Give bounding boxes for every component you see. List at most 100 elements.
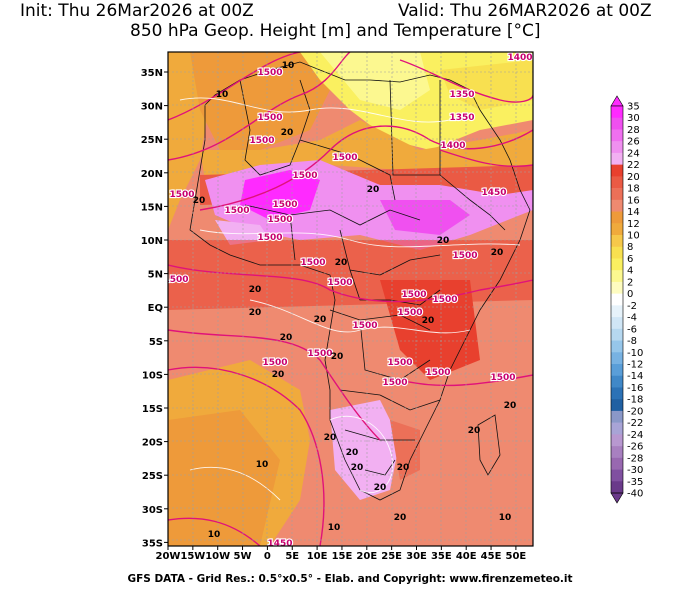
lat-tick-label: 35N <box>141 68 163 79</box>
colorbar-tick-label: -40 <box>627 489 643 500</box>
lat-tick-label: 15S <box>142 404 163 415</box>
colorbar-swatch <box>611 211 623 224</box>
colorbar-swatch <box>611 387 623 400</box>
colorbar-tick-label: 26 <box>627 137 640 148</box>
colorbar-swatch <box>611 293 623 306</box>
colorbar-swatch <box>611 106 623 119</box>
isotherm-label: 20 <box>397 463 410 473</box>
height-contour-label: 1500 <box>382 378 407 388</box>
isotherm-label: 20 <box>437 236 450 246</box>
lon-tick-label: 5E <box>285 551 299 562</box>
colorbar-swatch <box>611 399 623 412</box>
init-time-label: Init: Thu 26Mar2026 at 00Z <box>20 1 254 21</box>
colorbar-swatch <box>611 469 623 482</box>
height-contour-label: 1500 <box>169 190 194 200</box>
isotherm-label: 20 <box>280 333 293 343</box>
lon-tick-label: 20E <box>356 551 377 562</box>
lat-tick-label: 10S <box>142 370 163 381</box>
product-label: 850 hPa Geop. Height [m] and Temperature… <box>130 21 541 41</box>
lon-tick-label: 40E <box>456 551 477 562</box>
lat-tick-label: EQ <box>148 303 163 314</box>
isotherm-label: 10 <box>216 90 229 100</box>
longitude-axis: 20W 15W 10W 5W 0 5E 10E 15E 20E 25E 30E 35E 40E 45E 50… <box>156 546 527 562</box>
colorbar-tick-label: -26 <box>627 442 643 453</box>
isotherm-label: 20 <box>331 352 344 362</box>
height-contour-label: 1500 <box>249 136 274 146</box>
height-contour-label: 1500 <box>397 308 422 318</box>
colorbar-tick-label: 18 <box>627 184 640 195</box>
isotherm-label: 20 <box>351 463 364 473</box>
colorbar-swatch <box>611 152 623 165</box>
colorbar-swatch <box>611 422 623 435</box>
height-contour-label: 1400 <box>440 141 465 151</box>
height-contour-label: 1500 <box>300 258 325 268</box>
height-contour-label: 1500 <box>262 358 287 368</box>
colorbar-swatch <box>611 176 623 189</box>
isotherm-label: 20 <box>422 316 435 326</box>
lon-tick-label: 0 <box>264 551 271 562</box>
latitude-axis: 35N 30N 25N 20N 15N 10N 5N EQ 5S 10S 15S 20S 25S 30S 3… <box>141 68 168 549</box>
colorbar-tick-label: 30 <box>627 113 640 124</box>
colorbar-tick-label: -2 <box>627 301 637 312</box>
temperature-colorbar: 35302826242220181614121086420-2-4-6-8-10… <box>610 95 643 504</box>
colorbar-tick-label: -14 <box>627 371 643 382</box>
height-contour-label: 1500 <box>327 278 352 288</box>
graticule <box>168 52 533 546</box>
colorbar-tick-label: -28 <box>627 453 643 464</box>
colorbar-swatch <box>611 364 623 377</box>
geopotential-contours <box>168 52 533 546</box>
height-contour-label: 1500 <box>401 290 426 300</box>
isotherm-label: 20 <box>281 128 294 138</box>
colorbar-tick-label: -30 <box>627 465 643 476</box>
lat-tick-label: 30S <box>142 505 163 516</box>
lon-tick-label: 20W <box>156 551 181 562</box>
isotherm-label: 20 <box>394 513 407 523</box>
map-frame <box>167 51 534 547</box>
colorbar-tick-label: 10 <box>627 231 640 242</box>
height-contour-label: 1350 <box>449 90 474 100</box>
colorbar-swatch <box>611 270 623 283</box>
height-contour-label: 1500 <box>332 153 357 163</box>
height-contour-label: 1500 <box>425 368 450 378</box>
colorbar-swatch <box>611 328 623 341</box>
valid-time-label: Valid: Thu 26MAR2026 at 00Z <box>398 1 652 21</box>
colorbar-swatch <box>611 188 623 201</box>
height-contour-label: 1350 <box>449 113 474 123</box>
lat-tick-label: 30N <box>141 102 163 113</box>
colorbar-tick-label: 35 <box>627 102 640 113</box>
colorbar-tick-label: -8 <box>627 336 637 347</box>
height-contour-label: 1500 <box>490 373 515 383</box>
isotherm-label: 10 <box>499 513 512 523</box>
colorbar-max-arrow <box>610 95 624 107</box>
colorbar-swatch <box>611 305 623 318</box>
isotherm-label: 20 <box>314 315 327 325</box>
height-contour-label: 1500 <box>257 113 282 123</box>
height-contour-label: 1500 <box>257 68 282 78</box>
colorbar-swatch <box>611 199 623 212</box>
colorbar-tick-label: 14 <box>627 207 640 218</box>
height-contour-label: 1500 <box>352 321 377 331</box>
colorbar-tick-label: 16 <box>627 195 640 206</box>
isotherm-label: 20 <box>367 185 380 195</box>
colorbar-tick-label: 4 <box>627 266 633 277</box>
colorbar-tick-label: 8 <box>627 242 633 253</box>
height-contour-label: 1450 <box>481 188 506 198</box>
lon-tick-label: 10W <box>205 551 230 562</box>
colorbar-tick-label: 0 <box>627 289 633 300</box>
colorbar-swatch <box>611 129 623 142</box>
lat-tick-label: 20S <box>142 438 163 449</box>
colorbar-frame <box>610 105 624 494</box>
colorbar-tick-label: -6 <box>627 324 637 335</box>
colorbar-tick-label: -20 <box>627 406 643 417</box>
isotherm-label: 20 <box>491 248 504 258</box>
colorbar-tick-label: -12 <box>627 360 643 371</box>
colorbar-swatch <box>611 340 623 353</box>
colorbar-tick-label: 22 <box>627 160 640 171</box>
temperature-isotherms <box>179 97 521 501</box>
height-contour-label: 1450 <box>267 539 292 549</box>
lon-tick-label: 30E <box>406 551 427 562</box>
lon-tick-label: 50E <box>506 551 527 562</box>
lon-tick-label: 15W <box>180 551 205 562</box>
lon-tick-label: 15E <box>332 551 353 562</box>
